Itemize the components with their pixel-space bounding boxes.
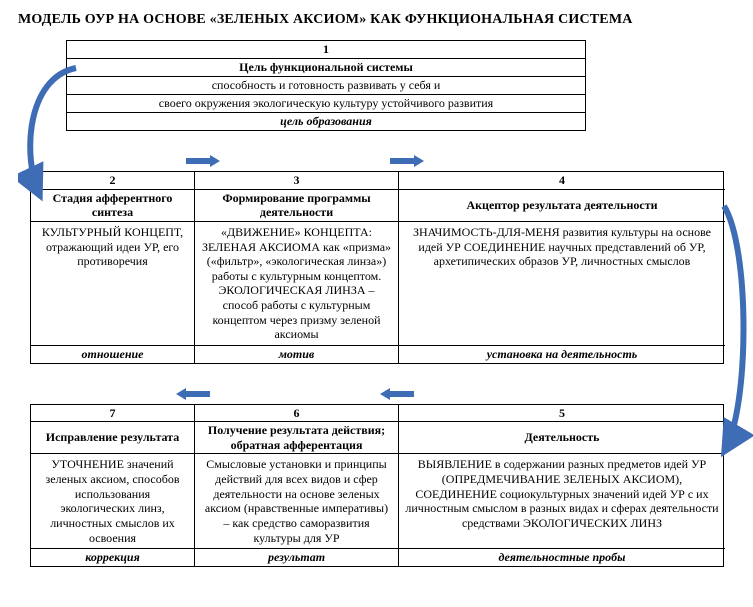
cell-3-heading: Формирование программы деятельности — [195, 190, 399, 222]
cell-3-body: «ДВИЖЕНИЕ» КОНЦЕПТА: ЗЕЛЕНАЯ АКСИОМА как… — [195, 222, 399, 346]
block-1-footer: цель образования — [67, 113, 585, 130]
cell-5-heading: Деятельность — [399, 422, 725, 454]
cell-6-footer: результат — [195, 549, 399, 566]
cell-4-num: 4 — [399, 172, 725, 190]
block-1-line2: своего окружения экологическую культуру … — [67, 95, 585, 113]
cell-2-body: КУЛЬТУРНЫЙ КОНЦЕПТ, отражающий идеи УР, … — [31, 222, 195, 346]
block-1-line1: способность и готовность развивать у себ… — [67, 77, 585, 95]
block-1-goal: 1 Цель функциональной системы способност… — [66, 40, 586, 131]
arrow-3-to-4 — [390, 155, 424, 167]
cell-7-num: 7 — [31, 405, 195, 423]
arrow-row-mid — [30, 149, 724, 171]
arrow-row-bot — [30, 382, 724, 404]
cell-5-footer: деятельностные пробы — [399, 549, 725, 566]
cell-2-num: 2 — [31, 172, 195, 190]
cell-7-heading: Исправление результата — [31, 422, 195, 454]
cell-5-num: 5 — [399, 405, 725, 423]
arrow-2-to-3 — [186, 155, 220, 167]
cell-7-body: УТОЧНЕНИЕ значений зеленых аксиом, спосо… — [31, 454, 195, 549]
block-row-mid: 2 3 4 Стадия афферентного синтеза Формир… — [30, 171, 724, 364]
diagram-title: МОДЕЛЬ ОУР НА ОСНОВЕ «ЗЕЛЕНЫХ АКСИОМ» КА… — [18, 12, 735, 28]
arrow-6-to-7 — [176, 388, 210, 400]
cell-2-footer: отношение — [31, 346, 195, 363]
cell-2-heading: Стадия афферентного синтеза — [31, 190, 195, 222]
cell-4-heading: Акцептор результата деятельности — [399, 190, 725, 222]
cell-6-heading: Получение результата действия; обратная … — [195, 422, 399, 454]
cell-3-footer: мотив — [195, 346, 399, 363]
cell-7-footer: коррекция — [31, 549, 195, 566]
block-row-bot: 7 6 5 Исправление результата Получение р… — [30, 404, 724, 567]
block-1-heading: Цель функциональной системы — [67, 59, 585, 77]
cell-6-num: 6 — [195, 405, 399, 423]
cell-3-num: 3 — [195, 172, 399, 190]
diagram-root: МОДЕЛЬ ОУР НА ОСНОВЕ «ЗЕЛЕНЫХ АКСИОМ» КА… — [18, 12, 735, 567]
cell-4-footer: установка на деятельность — [399, 346, 725, 363]
cell-4-body: ЗНАЧИМОСТЬ-ДЛЯ-МЕНЯ развития культуры на… — [399, 222, 725, 346]
arrow-5-to-6 — [380, 388, 414, 400]
cell-6-body: Смысловые установки и принципы действий … — [195, 454, 399, 549]
block-1-num: 1 — [67, 41, 585, 59]
cell-5-body: ВЫЯВЛЕНИЕ в содержании разных предметов … — [399, 454, 725, 549]
